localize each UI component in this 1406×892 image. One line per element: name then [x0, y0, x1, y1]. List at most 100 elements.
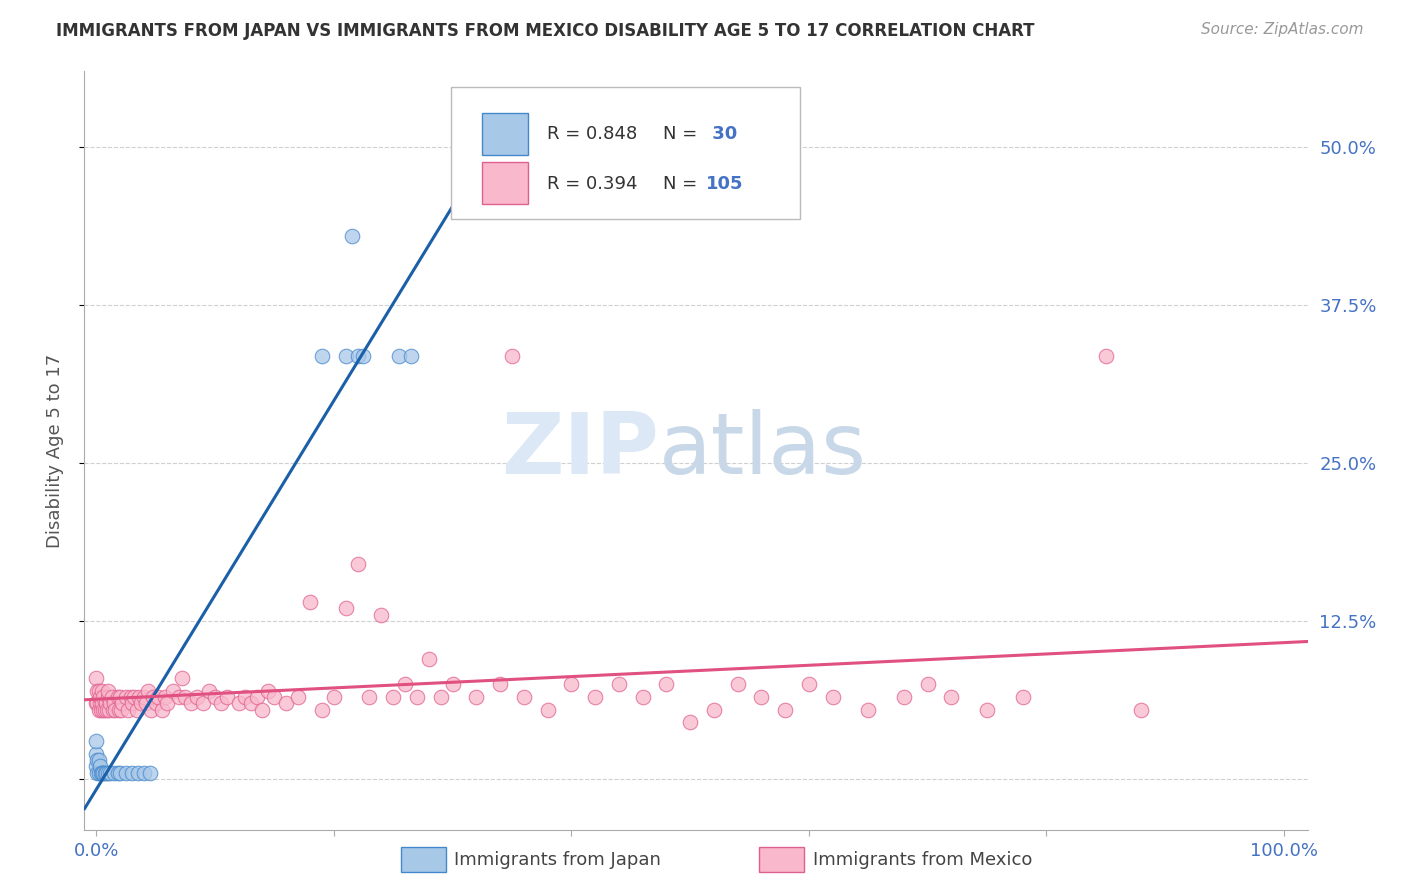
Point [84, 671, 107, 685]
Point [93, 702, 115, 716]
Point [89, 690, 111, 704]
Point [821, 690, 844, 704]
Point [115, 765, 138, 780]
Point [204, 690, 226, 704]
Point [86, 765, 108, 780]
Point [583, 690, 606, 704]
Point [631, 690, 654, 704]
Point [84, 759, 107, 773]
Point [131, 696, 153, 710]
Point [399, 349, 422, 363]
Point [352, 349, 374, 363]
Text: R = 0.394: R = 0.394 [547, 175, 637, 193]
Point [93, 702, 115, 716]
Point [394, 677, 416, 691]
FancyBboxPatch shape [482, 162, 529, 204]
Point [150, 702, 173, 716]
Point [84, 696, 107, 710]
Point [797, 677, 820, 691]
Text: atlas: atlas [659, 409, 868, 492]
Point [856, 702, 879, 716]
Point [87, 765, 110, 780]
Point [94, 765, 117, 780]
Point [335, 349, 357, 363]
Point [257, 683, 280, 698]
Point [138, 765, 160, 780]
Point [727, 677, 749, 691]
Point [89, 759, 111, 773]
Point [441, 677, 464, 691]
Point [107, 690, 129, 704]
Point [93, 690, 115, 704]
Text: Immigrants from Mexico: Immigrants from Mexico [813, 851, 1032, 869]
Point [127, 765, 149, 780]
Point [228, 696, 250, 710]
Point [91, 683, 114, 698]
Point [346, 349, 368, 363]
Point [186, 690, 208, 704]
Point [84, 734, 107, 748]
Point [322, 690, 344, 704]
Point [145, 696, 167, 710]
Point [101, 702, 124, 716]
Text: N =: N = [664, 125, 703, 144]
Point [287, 690, 309, 704]
Point [239, 696, 262, 710]
Point [97, 765, 120, 780]
Point [418, 652, 440, 666]
Point [513, 690, 536, 704]
Point [169, 690, 191, 704]
Point [108, 690, 131, 704]
Point [122, 690, 145, 704]
Point [91, 696, 114, 710]
Point [1011, 690, 1033, 704]
Point [170, 671, 193, 685]
Point [162, 683, 184, 698]
Point [93, 765, 115, 780]
Point [98, 702, 121, 716]
Point [607, 677, 630, 691]
Point [94, 696, 117, 710]
Point [125, 702, 148, 716]
Point [917, 677, 939, 691]
Point [138, 683, 160, 698]
Point [115, 690, 138, 704]
Point [429, 690, 451, 704]
Point [1130, 702, 1153, 716]
Point [93, 765, 115, 780]
Point [86, 683, 108, 698]
Text: Source: ZipAtlas.com: Source: ZipAtlas.com [1201, 22, 1364, 37]
Point [346, 557, 368, 572]
Point [655, 677, 678, 691]
Point [198, 683, 221, 698]
Point [111, 696, 134, 710]
FancyBboxPatch shape [482, 113, 529, 155]
Text: Immigrants from Japan: Immigrants from Japan [454, 851, 661, 869]
Point [120, 690, 142, 704]
Point [153, 690, 176, 704]
Point [298, 595, 321, 609]
Point [89, 696, 111, 710]
Point [128, 690, 150, 704]
Point [90, 765, 112, 780]
Point [146, 690, 169, 704]
Point [370, 607, 392, 622]
Point [359, 690, 381, 704]
Point [91, 765, 114, 780]
Point [1094, 349, 1116, 363]
Point [215, 690, 238, 704]
Point [252, 702, 274, 716]
Point [90, 702, 112, 716]
Point [142, 690, 165, 704]
Point [311, 702, 333, 716]
Point [382, 690, 405, 704]
Text: R = 0.848: R = 0.848 [547, 125, 637, 144]
Point [84, 747, 107, 761]
Point [773, 702, 796, 716]
Point [941, 690, 963, 704]
Point [749, 690, 772, 704]
Point [108, 765, 131, 780]
Point [103, 765, 125, 780]
Point [174, 690, 197, 704]
Point [703, 702, 725, 716]
